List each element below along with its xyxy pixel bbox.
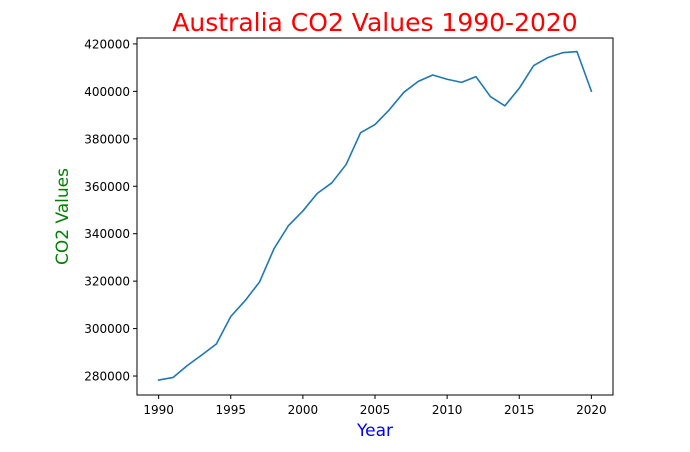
- y-tick-label: 360000: [84, 180, 130, 194]
- series-layer: [157, 50, 593, 381]
- x-tick-label: 2010: [432, 403, 463, 417]
- y-tick-label: 320000: [84, 275, 130, 289]
- y-tick-label: 300000: [84, 322, 130, 336]
- y-tick-label: 280000: [84, 370, 130, 384]
- y-tick-label: 340000: [84, 227, 130, 241]
- x-axis-title: Year: [356, 421, 393, 441]
- y-tick-label: 380000: [84, 132, 130, 146]
- x-tick-label: 2020: [576, 403, 607, 417]
- x-tick-label: 1995: [215, 403, 246, 417]
- series-line: [157, 50, 593, 381]
- x-tick-label: 2000: [288, 403, 319, 417]
- plot-area-frame: [136, 37, 614, 396]
- y-tick-label: 400000: [84, 85, 130, 99]
- y-axis-title: CO2 Values: [53, 168, 73, 265]
- x-axis: 1990 1995 2000 2005 2010 2015 2020: [143, 395, 607, 417]
- y-tick-label: 420000: [84, 37, 130, 51]
- x-tick-label: 2005: [360, 403, 391, 417]
- chart-title: Australia CO2 Values 1990-2020: [172, 8, 577, 37]
- y-axis: 280000 300000 320000 340000 360000 380000 4000…: [84, 37, 137, 384]
- x-tick-label: 2015: [504, 403, 535, 417]
- x-tick-label: 1990: [143, 403, 174, 417]
